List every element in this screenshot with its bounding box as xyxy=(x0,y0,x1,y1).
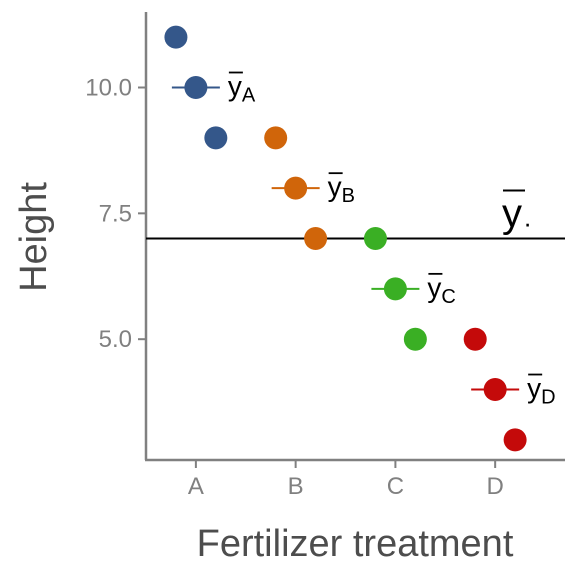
group-mean-label: yD xyxy=(527,373,555,409)
x-tick-label: A xyxy=(188,473,204,500)
grand-mean-label: y. xyxy=(502,192,531,236)
data-point xyxy=(363,227,387,251)
y-axis-title: Height xyxy=(13,182,55,292)
data-point xyxy=(403,327,427,351)
y-tick-label: 10.0 xyxy=(85,75,132,102)
group-mean-subscript: B xyxy=(342,185,355,207)
data-point xyxy=(463,327,487,351)
marks: y. yA yB yC yD xyxy=(146,25,565,452)
data-point xyxy=(164,25,188,49)
data-point xyxy=(503,428,527,452)
y-tick-label: 7.5 xyxy=(99,200,132,227)
group-mean-label: yB xyxy=(328,171,355,207)
x-tick-label: C xyxy=(387,473,404,500)
x-tick-label: D xyxy=(486,473,503,500)
group-mean-label: yA xyxy=(228,71,256,107)
axes: 5.0 7.5 10.0 A B C D xyxy=(85,12,565,500)
x-axis-title: Fertilizer treatment xyxy=(197,523,514,565)
group-mean-subscript: D xyxy=(541,387,555,409)
data-point xyxy=(304,227,328,251)
group-mean-label: yC xyxy=(427,272,455,308)
grand-mean-subscript: . xyxy=(524,203,531,233)
x-tick-label: B xyxy=(288,473,304,500)
data-point xyxy=(204,126,228,150)
group-mean-subscript: C xyxy=(441,286,455,308)
group-mean-point xyxy=(184,76,208,100)
group-mean-point xyxy=(483,378,507,402)
data-point xyxy=(264,126,288,150)
y-tick-label: 5.0 xyxy=(99,326,132,353)
group-mean-point xyxy=(383,277,407,301)
group-mean-point xyxy=(284,176,308,200)
group-mean-subscript: A xyxy=(242,85,256,107)
